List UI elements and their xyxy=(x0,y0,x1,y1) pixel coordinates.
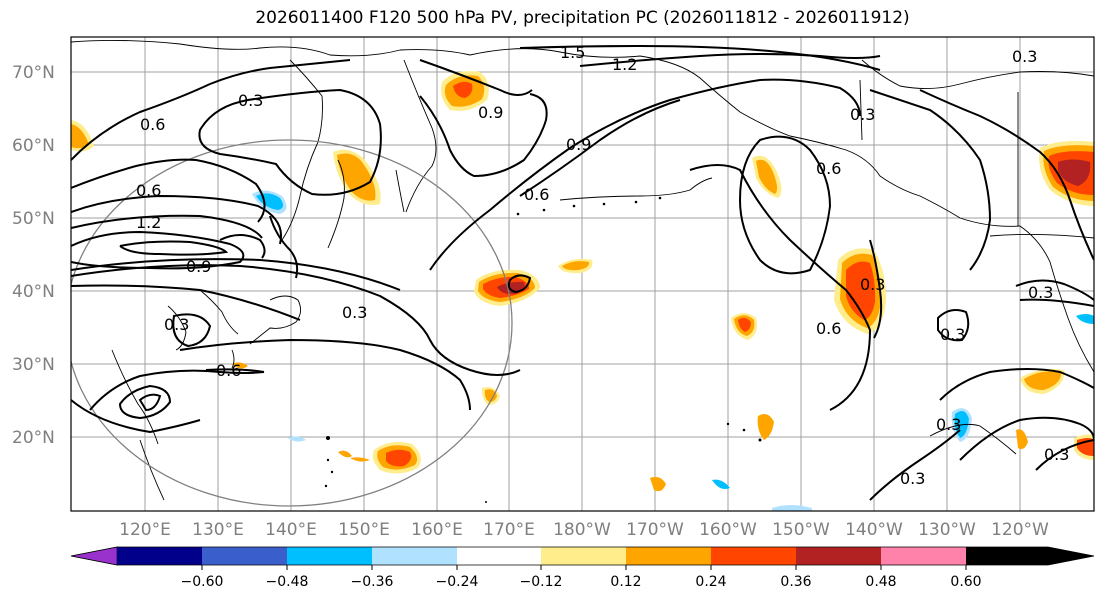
precip-cell-small-cp xyxy=(558,258,593,274)
lon-label: 160°E xyxy=(411,520,463,540)
lat-label: 30°N xyxy=(12,355,55,375)
lat-label: 60°N xyxy=(12,136,55,156)
map-title: 2026011400 F120 500 hPa PV, precipitatio… xyxy=(255,8,910,28)
lon-label: 160°W xyxy=(699,520,757,540)
pv-label: 0.3 xyxy=(342,303,367,322)
colorbar-segment xyxy=(70,546,118,566)
colorbar-label: 0.36 xyxy=(780,574,811,590)
pv-label: 0.3 xyxy=(860,275,885,294)
pv-label: 0.6 xyxy=(140,115,165,134)
lon-label: 150°W xyxy=(772,520,830,540)
precip-cell-east-pacific xyxy=(834,248,886,334)
lat-label: 20°N xyxy=(12,428,55,448)
longitude-labels: 120°E 130°E 140°E 150°E 160°E 170°E 180°… xyxy=(119,520,1049,540)
precip-cell-hawaii-north xyxy=(731,313,757,340)
pv-label: 0.3 xyxy=(1044,445,1069,464)
colorbar-label: −0.60 xyxy=(181,574,224,590)
colorbar-segment xyxy=(711,547,796,565)
colorbar-segment xyxy=(881,547,966,565)
pv-label: 1.2 xyxy=(136,213,161,232)
pv-label: 0.9 xyxy=(478,103,503,122)
colorbar-label: 0.12 xyxy=(610,574,641,590)
colorbar-segment xyxy=(117,547,202,565)
pv-label: 0.3 xyxy=(1028,283,1053,302)
colorbar-label: −0.24 xyxy=(436,574,479,590)
domain-circle xyxy=(71,139,513,507)
precip-cell-pacific-northwest xyxy=(1039,140,1094,206)
lon-label: 120°E xyxy=(119,520,171,540)
lon-label: 140°W xyxy=(845,520,903,540)
colorbar-segment xyxy=(372,547,457,565)
precip-cell-small-sw xyxy=(232,362,370,462)
colorbar-segment xyxy=(626,547,711,565)
pv-label: 0.3 xyxy=(238,91,263,110)
pv-label: 0.6 xyxy=(816,319,841,338)
colorbar-segment xyxy=(796,547,881,565)
precip-cell-south-small xyxy=(650,414,774,492)
colorbar-label: 0.24 xyxy=(695,574,726,590)
lat-label: 70°N xyxy=(12,63,55,83)
pv-contour-labels: 1.5 1.2 0.3 0.6 0.9 0.6 1.2 0.9 0.3 0.6 … xyxy=(136,43,1069,488)
lon-label: 130°E xyxy=(192,520,244,540)
colorbar-segment xyxy=(202,547,287,565)
latitude-labels: 70°N 60°N 50°N 40°N 30°N 20°N xyxy=(12,63,55,448)
pv-label: 1.2 xyxy=(612,55,637,74)
lon-label: 150°E xyxy=(338,520,390,540)
pv-label: 0.3 xyxy=(900,469,925,488)
precip-cell-mexico xyxy=(1016,429,1094,460)
pv-label: 0.3 xyxy=(850,105,875,124)
lon-label: 170°E xyxy=(483,520,535,540)
pv-label: 0.3 xyxy=(1012,47,1037,66)
pv-label: 0.6 xyxy=(524,185,549,204)
precip-cell-sakhalin xyxy=(333,149,381,205)
colorbar-label: −0.12 xyxy=(520,574,563,590)
pv-label: 0.6 xyxy=(216,361,241,380)
islands xyxy=(324,196,762,503)
pv-label: 0.3 xyxy=(940,325,965,344)
pv-label: 0.6 xyxy=(816,159,841,178)
pv-label: 0.3 xyxy=(164,315,189,334)
coastlines xyxy=(71,39,1094,501)
pv-label: 0.9 xyxy=(566,135,591,154)
pv-contours xyxy=(71,44,1094,501)
colorbar-label: −0.36 xyxy=(351,574,394,590)
colorbar-label: −0.48 xyxy=(266,574,309,590)
lat-label: 50°N xyxy=(12,209,55,229)
lat-label: 40°N xyxy=(12,282,55,302)
colorbar-segment xyxy=(287,547,372,565)
colorbar-label: 0.48 xyxy=(865,574,896,590)
pv-label: 0.3 xyxy=(936,415,961,434)
colorbar-segment xyxy=(541,547,626,565)
map-frame xyxy=(70,36,1095,512)
lon-label: 180°W xyxy=(553,520,611,540)
colorbar: −0.60 −0.48 −0.36 −0.24 −0.12 0.12 0.24 … xyxy=(70,546,1095,590)
lon-label: 140°E xyxy=(265,520,317,540)
lon-label: 120°W xyxy=(991,520,1049,540)
colorbar-label: 0.60 xyxy=(950,574,981,590)
lon-label: 170°W xyxy=(626,520,684,540)
precip-cell-west-of-hawaii xyxy=(372,442,421,474)
colorbar-segment xyxy=(457,547,541,565)
lon-label: 130°W xyxy=(918,520,976,540)
precip-cell-baja xyxy=(1020,369,1065,394)
pv-label: 0.6 xyxy=(136,181,161,200)
precip-cell-gulf-alaska xyxy=(752,155,782,198)
pv-label: 1.5 xyxy=(560,43,585,62)
colorbar-segment xyxy=(966,547,1094,565)
precip-cell-central-pacific xyxy=(474,269,540,306)
pv-label: 0.9 xyxy=(186,257,211,276)
